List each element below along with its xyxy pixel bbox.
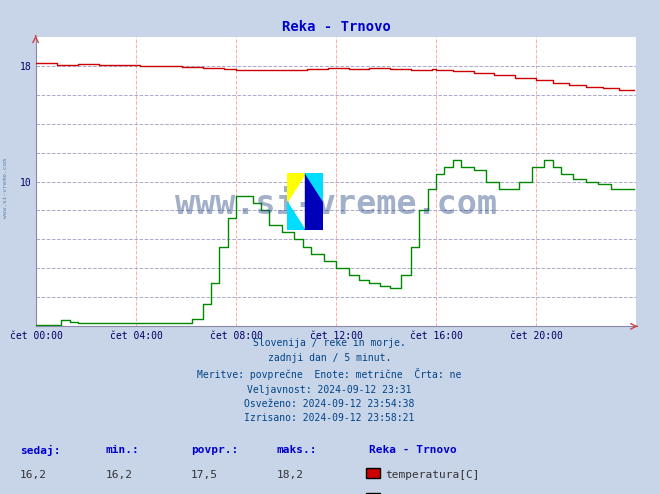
Text: 18,2: 18,2	[277, 470, 304, 480]
Text: Reka - Trnovo: Reka - Trnovo	[369, 445, 457, 454]
Polygon shape	[287, 173, 304, 202]
Text: 16,2: 16,2	[105, 470, 132, 480]
Text: min.:: min.:	[105, 445, 139, 454]
Title: Reka - Trnovo: Reka - Trnovo	[281, 20, 391, 35]
Text: maks.:: maks.:	[277, 445, 317, 454]
Text: www.si-vreme.com: www.si-vreme.com	[3, 158, 8, 218]
Text: Slovenija / reke in morje.
zadnji dan / 5 minut.
Meritve: povprečne  Enote: metr: Slovenija / reke in morje. zadnji dan / …	[197, 338, 462, 423]
Polygon shape	[304, 173, 323, 230]
Text: 17,5: 17,5	[191, 470, 218, 480]
Text: povpr.:: povpr.:	[191, 445, 239, 454]
Text: temperatura[C]: temperatura[C]	[386, 470, 480, 480]
Polygon shape	[287, 202, 304, 230]
Text: 16,2: 16,2	[20, 470, 47, 480]
Text: sedaj:: sedaj:	[20, 445, 60, 455]
Polygon shape	[304, 173, 323, 202]
Text: www.si-vreme.com: www.si-vreme.com	[175, 188, 497, 221]
